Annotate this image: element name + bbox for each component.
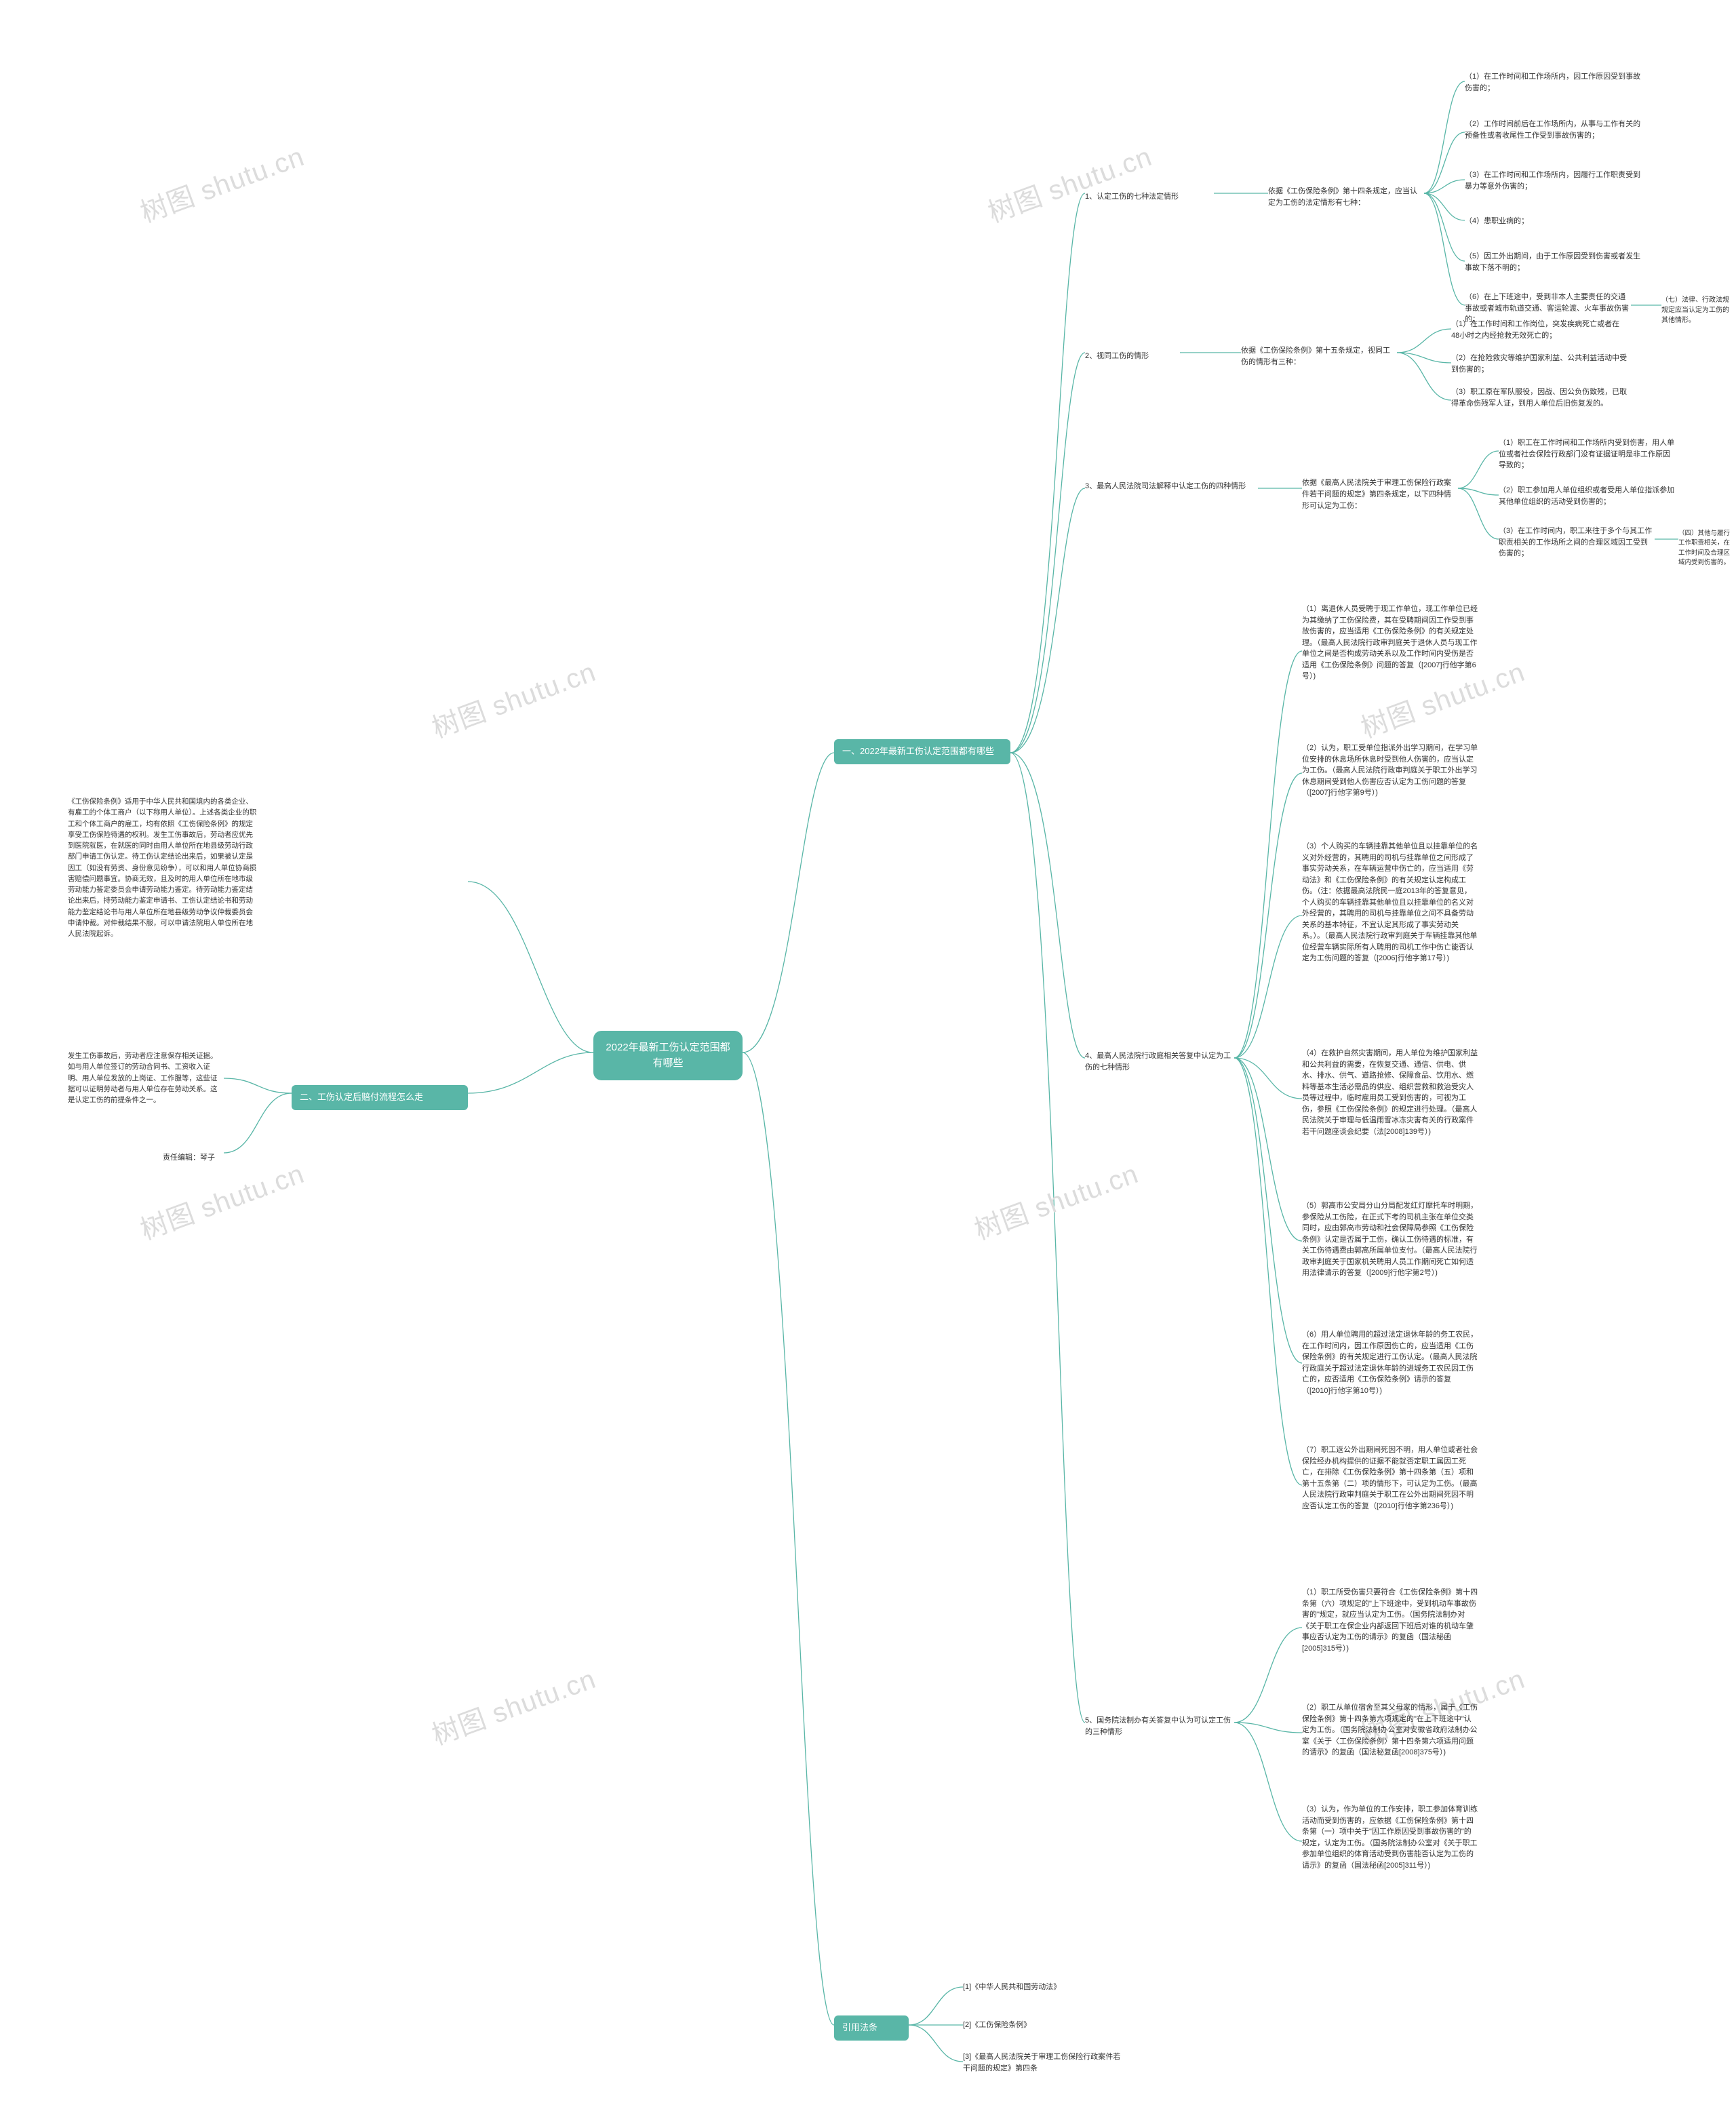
n4-i2: （2）认为，职工受单位指派外出学习期间，在学习单位安排的休息场所休息时受到他人伤…	[1302, 743, 1478, 799]
n4-i4: （4）在救护自然灾害期间，用人单位为维护国家利益和公共利益的需要，在恢复交通、通…	[1302, 1048, 1478, 1137]
n4-i5: （5）郭高市公安局分山分局配发红灯摩托车时明期，参保险从工伤险，在正式下考的司机…	[1302, 1200, 1478, 1279]
ref1: [1]《中华人民共和国劳动法》	[963, 1982, 1061, 1993]
left-sub2-item1: 发生工伤事故后，劳动者应注意保存相关证据。如与用人单位签订的劳动合同书、工资收入…	[68, 1048, 224, 1108]
n4-i3: （3）个人购买的车辆挂靠其他单位且以挂靠单位的名义对外经营的，其聘用的司机与挂靠…	[1302, 841, 1478, 964]
left-text-block: 《工伤保险条例》适用于中华人民共和国境内的各类企业、有雇工的个体工商户（以下称用…	[68, 793, 258, 942]
n1-i4: （4）患职业病的；	[1465, 216, 1528, 227]
watermark: 树图 shutu.cn	[968, 1152, 1143, 1247]
n5-i3: （3）认为，作为单位的工作安排，职工参加体育训练活动而受到伤害的，应依据《工伤保…	[1302, 1804, 1478, 1871]
n3-i3: （3）在工作时间内，职工来往于多个与其工作职责相关的工作场所之间的合理区域因工受…	[1499, 526, 1655, 559]
left-sub2-item2: 责任编辑：琴子	[163, 1149, 231, 1166]
left-sub2: 二、工伤认定后赔付流程怎么走	[292, 1085, 468, 1110]
n5-i2: （2）职工从单位宿舍至其父母家的情形，属于《工伤保险条例》第十四条第六项规定的"…	[1302, 1702, 1478, 1758]
ref2: [2]《工伤保险条例》	[963, 2020, 1031, 2031]
n1-sub: 依据《工伤保险条例》第十四条规定，应当认定为工伤的法定情形有七种：	[1268, 183, 1424, 212]
n1-i2: （2）工作时间前后在工作场所内，从事与工作有关的预备性或者收尾性工作受到事故伤害…	[1465, 119, 1641, 141]
n4-title: 4、最高人民法院行政庭相关答复中认定为工伤的七种情形	[1085, 1048, 1234, 1076]
n4-i1: （1）离退休人员受聘于现工作单位，现工作单位已经为其缴纳了工伤保险费，其在受聘期…	[1302, 604, 1478, 682]
n2-i3: （3）职工原在军队服役，因战、因公负伤致残，已取得革命伤残军人证，到用人单位后旧…	[1451, 387, 1628, 409]
n2-sub: 依据《工伤保险条例》第十五条规定，视同工伤的情形有三种：	[1241, 342, 1397, 371]
watermark: 树图 shutu.cn	[134, 134, 309, 230]
n4-i6: （6）用人单位聘用的超过法定退休年龄的务工农民，在工作时间内，因工作原因伤亡的，…	[1302, 1329, 1478, 1396]
n1-title: 1、认定工伤的七种法定情形	[1085, 189, 1214, 205]
watermark: 树图 shutu.cn	[426, 650, 601, 745]
n1-extra: （七）法律、行政法规规定应当认定为工伤的其他情形。	[1661, 295, 1729, 326]
n2-title: 2、视同工伤的情形	[1085, 348, 1180, 365]
n3-i1: （1）职工在工作时间和工作场所内受到伤害，用人单位或者社会保险行政部门没有证据证…	[1499, 437, 1675, 471]
n3-extra: （四）其他与履行工作职责相关，在工作时间及合理区域内受到伤害的。	[1678, 529, 1733, 568]
n1-i3: （3）在工作时间和工作场所内，因履行工作职责受到暴力等意外伤害的；	[1465, 170, 1641, 192]
n2-i2: （2）在抢险救灾等维护国家利益、公共利益活动中受到伤害的；	[1451, 353, 1628, 375]
ref3: [3]《最高人民法院关于审理工伤保险行政案件若干问题的规定》第四条	[963, 2051, 1126, 2074]
n1-i1: （1）在工作时间和工作场所内，因工作原因受到事故伤害的；	[1465, 71, 1641, 94]
right-branch1: 一、2022年最新工伤认定范围都有哪些	[834, 739, 1010, 764]
n3-title: 3、最高人民法院司法解释中认定工伤的四种情形	[1085, 478, 1258, 495]
n3-sub: 依据《最高人民法院关于审理工伤保险行政案件若干问题的规定》第四条规定，以下四种情…	[1302, 475, 1458, 515]
n5-i1: （1）职工所受伤害只要符合《工伤保险条例》第十四条第（六）项规定的"上下班途中，…	[1302, 1587, 1478, 1654]
n2-i1: （1）在工作时间和工作岗位，突发疾病死亡或者在48小时之内经抢救无效死亡的；	[1451, 319, 1628, 341]
root-node: 2022年最新工伤认定范围都有哪些	[593, 1031, 743, 1080]
n5-title: 5、国务院法制办有关答复中认为可认定工伤的三种情形	[1085, 1712, 1234, 1741]
n1-i5: （5）因工外出期间，由于工作原因受到伤害或者发生事故下落不明的；	[1465, 251, 1641, 273]
watermark: 树图 shutu.cn	[426, 1657, 601, 1752]
n3-i2: （2）职工参加用人单位组织或者受用人单位指派参加其他单位组织的活动受到伤害的；	[1499, 485, 1675, 507]
watermark: 树图 shutu.cn	[982, 134, 1157, 230]
refs-title: 引用法条	[834, 2015, 909, 2041]
n4-i7: （7）职工返公外出期间死因不明，用人单位或者社会保险经办机构提供的证据不能就否定…	[1302, 1444, 1478, 1512]
